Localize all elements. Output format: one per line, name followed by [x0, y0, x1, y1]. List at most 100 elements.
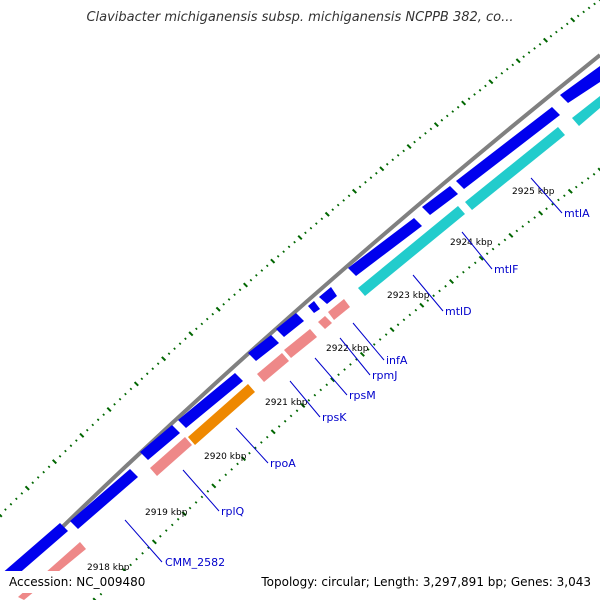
tick-mark — [413, 140, 416, 144]
tick-mark — [488, 79, 494, 85]
gene-mtlA[interactable] — [572, 96, 600, 126]
tick-mark — [92, 597, 97, 600]
tick-mark — [287, 245, 291, 249]
tick-mark — [159, 534, 162, 538]
tick-mark — [505, 67, 509, 71]
gene-rpsK[interactable] — [257, 353, 289, 382]
gene-forward-1[interactable] — [0, 523, 68, 583]
gene-label[interactable]: rplQ — [221, 505, 245, 518]
tick-mark — [276, 255, 280, 258]
tick-label: 2923 kbp — [387, 291, 430, 301]
tick-mark — [533, 47, 536, 50]
tick-mark — [195, 327, 198, 331]
leader-rpsK — [289, 380, 321, 418]
tick-mark — [24, 485, 30, 491]
tick-mark — [304, 231, 307, 235]
tick-mark — [396, 323, 400, 327]
tick-mark — [102, 413, 105, 416]
tick-mark — [79, 432, 85, 438]
gene-label[interactable]: rpsM — [349, 389, 376, 402]
tick-mark — [538, 210, 544, 216]
gene-label[interactable]: infA — [386, 354, 408, 367]
gene-mtlD[interactable] — [358, 206, 465, 296]
tick-mark — [224, 473, 228, 477]
tick-mark — [227, 298, 231, 301]
tick-mark — [500, 72, 504, 75]
tick-mark — [364, 180, 367, 184]
leader-rplQ — [182, 469, 220, 512]
tick-mark — [31, 481, 35, 485]
gene-forward-12[interactable] — [560, 66, 600, 103]
gene-rpsM[interactable] — [284, 329, 317, 358]
gene-forward-11[interactable] — [456, 107, 560, 189]
tick-mark — [255, 274, 258, 277]
tick-mark — [337, 373, 340, 376]
gene-label[interactable]: mtlA — [564, 207, 590, 220]
gene-forward-9[interactable] — [348, 218, 422, 276]
leader-CMM_2582 — [124, 519, 163, 563]
tick-mark — [188, 331, 194, 337]
tick-mark — [515, 58, 521, 64]
tick-mark — [330, 377, 336, 383]
tick-mark — [473, 261, 477, 265]
tick-mark — [342, 199, 345, 202]
tick-mark — [151, 539, 157, 545]
tick-mark — [194, 501, 198, 504]
tick-mark — [236, 462, 239, 466]
tick-mark — [570, 17, 576, 23]
tick-label: 2922 kbp — [326, 344, 369, 354]
gene-rpmJ[interactable] — [318, 316, 332, 329]
tick-mark — [406, 143, 412, 150]
tick-mark — [555, 30, 558, 34]
gene-label[interactable]: mtlF — [494, 263, 518, 276]
tick-mark — [282, 250, 285, 253]
tick-mark — [315, 222, 318, 225]
tick-mark — [135, 557, 138, 561]
gene-forward-3[interactable] — [140, 425, 180, 460]
tick-mark — [51, 459, 58, 465]
gene-label-leaders — [124, 177, 563, 563]
tick-mark — [47, 465, 51, 469]
gene-label[interactable]: mtlD — [445, 305, 472, 318]
tick-mark — [75, 439, 78, 442]
gene-infA[interactable] — [328, 299, 350, 320]
gene-rpoA[interactable] — [188, 384, 255, 445]
tick-mark — [593, 2, 596, 6]
tick-mark — [538, 43, 542, 46]
tick-mark — [260, 269, 264, 272]
tick-mark — [587, 6, 591, 10]
tick-label: 2920 kbp — [204, 452, 247, 462]
tick-mark — [218, 479, 222, 482]
tick-mark — [533, 216, 536, 219]
tick-mark — [176, 517, 180, 521]
tick-mark — [270, 429, 276, 435]
gene-forward-8[interactable] — [319, 287, 337, 304]
tick-mark — [200, 322, 204, 326]
tick-mark — [240, 456, 247, 462]
gene-forward-7[interactable] — [308, 301, 320, 313]
gene-rplQ[interactable] — [150, 437, 192, 476]
outer-tick-ring — [0, 0, 600, 518]
tick-mark — [478, 255, 484, 261]
tick-mark — [91, 423, 95, 427]
tick-mark — [230, 468, 233, 471]
tick-mark — [355, 358, 358, 361]
gene-forward-6[interactable] — [276, 313, 304, 337]
tick-mark — [129, 563, 132, 567]
gene-label[interactable]: rpmJ — [372, 369, 397, 382]
tick-mark — [359, 351, 365, 357]
gene-forward-5[interactable] — [248, 335, 279, 361]
gene-forward-2[interactable] — [70, 469, 138, 529]
gene-forward-4[interactable] — [178, 373, 243, 428]
tick-mark — [375, 171, 378, 175]
tick-mark — [242, 282, 249, 288]
tick-mark — [211, 483, 217, 489]
gene-label[interactable]: rpsK — [322, 411, 347, 424]
gene-label[interactable]: CMM_2582 — [165, 556, 225, 569]
gene-forward-10[interactable] — [422, 186, 458, 215]
gene-mtlF[interactable] — [465, 127, 565, 210]
gene-label[interactable]: rpoA — [270, 457, 296, 470]
tick-mark — [592, 172, 596, 176]
tick-mark — [414, 308, 418, 312]
